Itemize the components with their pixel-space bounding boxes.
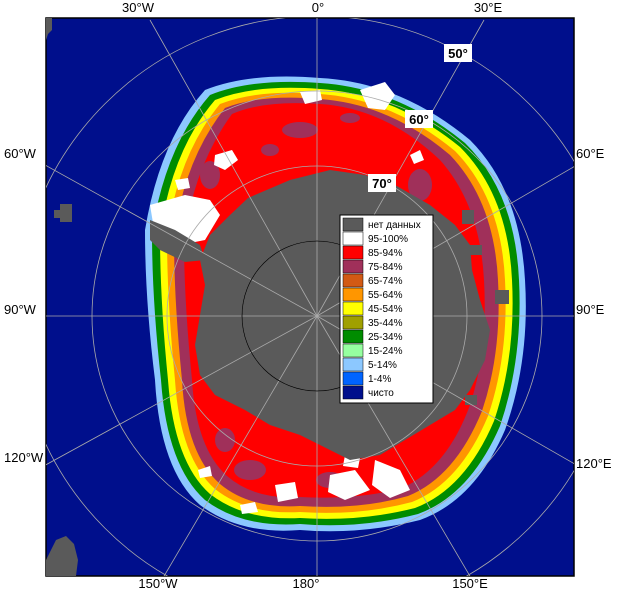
legend-item: 95-100% — [342, 231, 408, 246]
legend-item: 15-24% — [342, 343, 403, 358]
legend-item: нет данных — [342, 217, 421, 232]
legend-item: 85-94% — [342, 245, 403, 260]
lon-label-top-0: 0° — [312, 0, 324, 15]
lon-label-left-120w: 120°W — [4, 450, 44, 465]
land-patches — [46, 18, 78, 576]
legend-swatch — [342, 231, 364, 246]
legend-label: 1-4% — [368, 374, 391, 385]
legend-item: 35-44% — [342, 315, 403, 330]
lon-label-bottom-150w: 150°W — [138, 576, 178, 591]
legend-swatch — [342, 385, 364, 400]
legend-label: 25-34% — [368, 332, 403, 343]
legend-item: 1-4% — [342, 371, 391, 386]
lon-label-left-60w: 60°W — [4, 146, 37, 161]
legend-item: 25-34% — [342, 329, 403, 344]
legend-item: 55-64% — [342, 287, 403, 302]
lon-label-top-30e: 30°E — [474, 0, 503, 15]
lon-label-top-30w: 30°W — [122, 0, 155, 15]
lon-label-right-120e: 120°E — [576, 456, 612, 471]
legend-item: 65-74% — [342, 273, 403, 288]
legend: нет данных 95-100% 85-94% 75-84% 65-74% 55-64… — [339, 214, 434, 404]
legend-item: 5-14% — [342, 357, 397, 372]
legend-swatch — [342, 357, 364, 372]
legend-item: чисто — [342, 385, 394, 400]
legend-swatch — [342, 343, 364, 358]
legend-label: 95-100% — [368, 234, 408, 245]
legend-label: 15-24% — [368, 346, 403, 357]
legend-label: нет данных — [368, 220, 421, 231]
legend-swatch — [342, 259, 364, 274]
legend-label: 35-44% — [368, 318, 403, 329]
legend-item: 75-84% — [342, 259, 403, 274]
svg-text:70°: 70° — [372, 176, 392, 191]
legend-item: 45-54% — [342, 301, 403, 316]
legend-swatch — [342, 301, 364, 316]
lon-label-left-90w: 90°W — [4, 302, 37, 317]
ice-full-concentration — [150, 82, 424, 514]
svg-text:50°: 50° — [448, 46, 468, 61]
legend-swatch — [342, 273, 364, 288]
latitude-label-50: 50° — [444, 44, 472, 62]
legend-swatch — [342, 315, 364, 330]
lon-label-bottom-180: 180° — [293, 576, 320, 591]
legend-label: 5-14% — [368, 360, 397, 371]
legend-swatch — [342, 329, 364, 344]
legend-swatch — [342, 287, 364, 302]
legend-label: 85-94% — [368, 248, 403, 259]
legend-swatch — [342, 217, 364, 232]
legend-label: 45-54% — [368, 304, 403, 315]
legend-label: 65-74% — [368, 276, 403, 287]
legend-swatch — [342, 371, 364, 386]
legend-label: 75-84% — [368, 262, 403, 273]
latitude-label-70: 70° — [368, 174, 396, 192]
svg-text:60°: 60° — [409, 112, 429, 127]
legend-label: чисто — [368, 388, 394, 399]
lon-label-right-90e: 90°E — [576, 302, 605, 317]
latitude-label-60: 60° — [405, 110, 433, 128]
legend-swatch — [342, 245, 364, 260]
lon-label-right-60e: 60°E — [576, 146, 605, 161]
lon-label-bottom-150e: 150°E — [452, 576, 488, 591]
legend-label: 55-64% — [368, 290, 403, 301]
